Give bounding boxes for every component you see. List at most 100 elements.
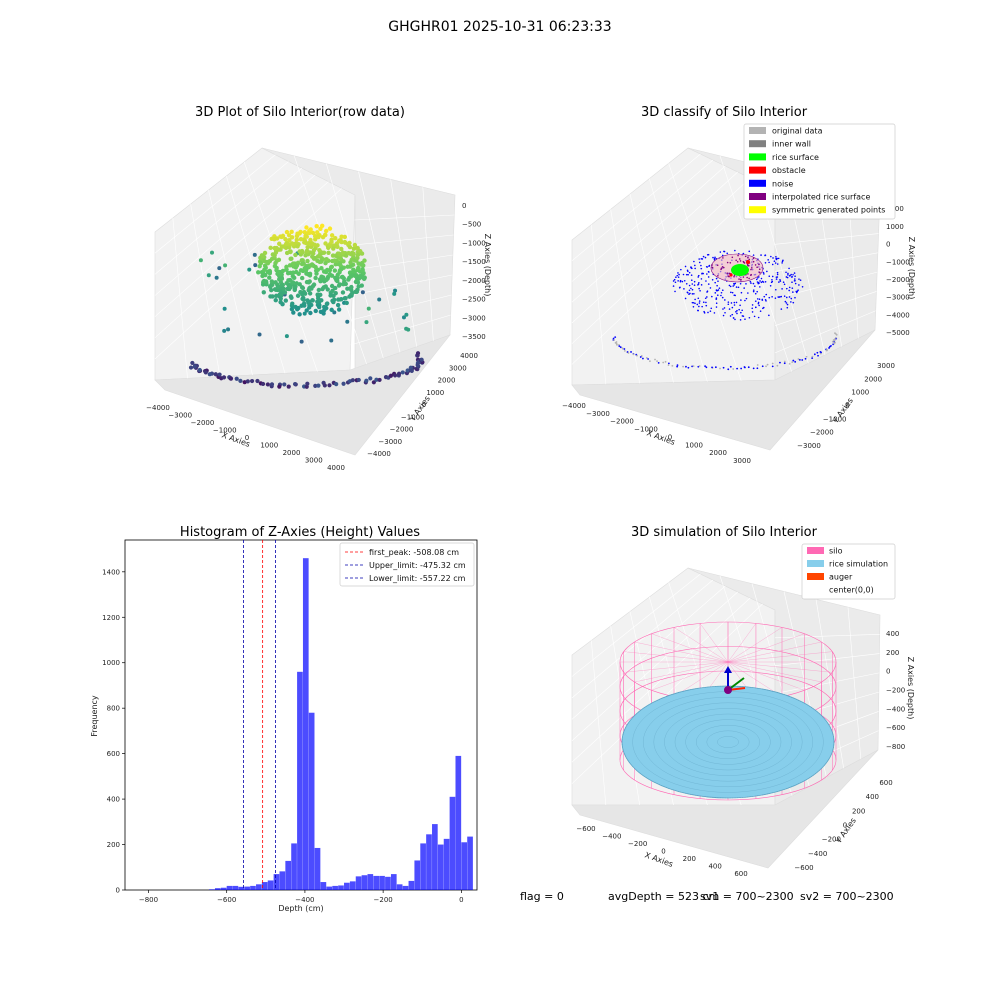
data-point — [747, 256, 749, 259]
center-marker — [724, 686, 732, 694]
x-tick-label: −600 — [576, 825, 595, 833]
data-point — [771, 275, 774, 278]
data-point — [726, 261, 729, 264]
rice-surface-mesh — [664, 708, 792, 776]
data-point — [708, 265, 710, 267]
x-tick-label: −3000 — [586, 410, 610, 418]
grid-line — [571, 159, 714, 282]
y-tick-label: 3000 — [449, 364, 467, 372]
data-point — [415, 351, 421, 356]
data-point — [330, 253, 336, 258]
data-point — [322, 383, 327, 388]
z-tick-label: −200 — [886, 687, 905, 695]
x-tick-label: −1000 — [213, 427, 237, 435]
z-tick-label: −1500 — [462, 258, 486, 266]
data-point — [327, 272, 333, 277]
z-tick-label: −2500 — [462, 296, 486, 304]
grid-line — [571, 585, 726, 720]
x-tick-label: −200 — [374, 896, 393, 904]
data-point — [729, 262, 732, 264]
data-point — [792, 273, 794, 276]
data-point — [323, 260, 328, 266]
data-point — [776, 263, 779, 265]
rice-surface-mesh — [674, 713, 782, 771]
obstacle-point — [746, 260, 750, 264]
data-point — [333, 235, 338, 241]
x-tick-label: 200 — [683, 855, 696, 863]
data-point — [816, 351, 819, 354]
data-point — [760, 281, 763, 284]
data-point — [293, 304, 298, 310]
grid-line — [352, 254, 453, 271]
data-point — [731, 306, 734, 309]
silo-roof-spoke — [623, 651, 729, 663]
data-point — [698, 300, 701, 302]
data-point — [755, 306, 757, 309]
data-point — [396, 371, 402, 376]
data-point — [798, 278, 800, 280]
data-point — [291, 310, 296, 315]
data-point — [269, 382, 275, 387]
histogram-bar — [220, 887, 227, 890]
data-point — [691, 283, 694, 285]
data-point — [289, 229, 294, 235]
data-point — [334, 243, 339, 249]
data-point — [316, 383, 321, 388]
data-point — [694, 267, 696, 270]
data-point — [744, 255, 747, 258]
rice-surface-mesh — [706, 730, 750, 754]
data-point — [720, 294, 722, 297]
data-point — [283, 298, 289, 303]
legend-label: noise — [772, 179, 793, 188]
data-point — [360, 268, 365, 273]
rice-surface-mesh — [696, 725, 760, 759]
data-point — [654, 358, 656, 361]
data-point — [796, 290, 799, 293]
histogram-bar — [449, 796, 456, 890]
data-point — [679, 280, 682, 283]
data-point — [766, 270, 768, 273]
data-point — [709, 310, 712, 312]
legend-label: rice surface — [772, 153, 819, 162]
data-point — [203, 370, 208, 375]
rice-surface-points — [731, 264, 749, 276]
data-point — [761, 280, 764, 283]
data-point — [340, 250, 346, 255]
data-point — [366, 306, 371, 311]
data-point — [710, 307, 713, 310]
data-point — [256, 270, 261, 275]
data-point — [698, 261, 701, 264]
z-tick-label: −2000 — [462, 277, 486, 285]
data-point — [331, 299, 336, 305]
grid-line — [154, 174, 316, 317]
data-point — [769, 284, 772, 287]
data-point — [302, 266, 307, 271]
data-point — [705, 366, 708, 369]
data-point — [393, 288, 398, 293]
data-point — [260, 253, 266, 259]
data-point — [283, 236, 288, 242]
data-point — [226, 327, 231, 332]
data-point — [278, 296, 283, 301]
histogram-legend: first_peak: -508.08 cm Upper_limit: -475.… — [339, 542, 475, 587]
figure-title: GHGHR01 2025-10-31 06:23:33 — [388, 19, 611, 35]
data-point — [771, 279, 773, 281]
data-point — [701, 305, 703, 308]
data-point — [834, 332, 836, 335]
data-point — [707, 283, 710, 285]
histogram-bar — [432, 824, 438, 890]
data-point — [686, 291, 689, 294]
data-point — [289, 241, 295, 246]
data-point — [295, 244, 300, 249]
data-point — [742, 276, 745, 278]
data-point — [705, 301, 707, 304]
data-point — [667, 364, 670, 366]
data-point — [688, 289, 691, 292]
data-point — [721, 289, 724, 292]
y-tick-label: 600 — [879, 779, 892, 787]
data-point — [741, 315, 744, 317]
data-point — [257, 263, 262, 269]
data-point — [392, 291, 397, 296]
data-point — [317, 247, 322, 253]
